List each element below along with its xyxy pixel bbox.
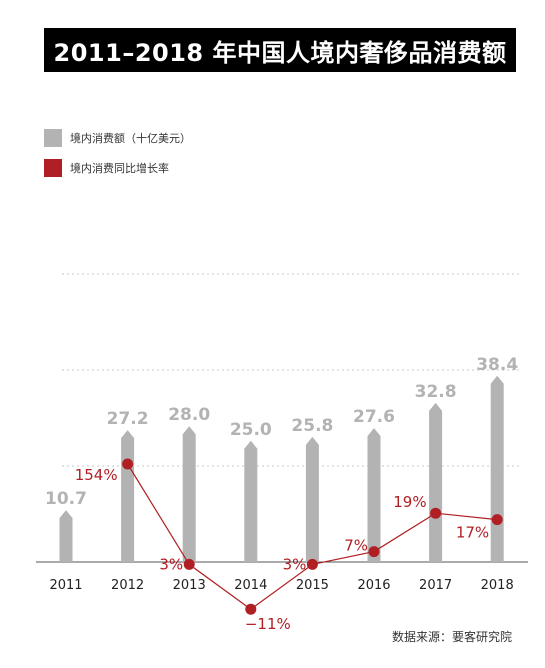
- x-tick-label-2016: 2016: [357, 578, 390, 593]
- bar-2018: [490, 375, 504, 562]
- bar-2017: [429, 402, 443, 562]
- bar-value-label-2018: 38.4: [476, 355, 518, 375]
- bar-2015: [305, 436, 319, 562]
- bar-value-label-2015: 25.8: [291, 416, 333, 436]
- legend-label-consumption: 境内消费额（十亿美元）: [70, 132, 191, 145]
- growth-label-2017: 19%: [393, 493, 426, 511]
- growth-label-2016: 7%: [344, 537, 368, 555]
- bar-2011: [59, 510, 73, 562]
- legend-label-growth: 境内消费同比增长率: [70, 162, 169, 175]
- growth-label-2015: 3%: [283, 555, 307, 573]
- growth-point-2015: [306, 558, 318, 570]
- x-tick-label-2017: 2017: [419, 578, 452, 593]
- x-tick-label-2015: 2015: [296, 578, 329, 593]
- growth-point-2012: [122, 458, 134, 470]
- growth-point-2018: [491, 514, 503, 526]
- growth-label-2018: 17%: [456, 524, 489, 542]
- legend-swatch-gray: [44, 129, 62, 147]
- growth-point-2013: [183, 558, 195, 570]
- bar-2014: [244, 440, 258, 562]
- bar-value-label-2012: 27.2: [107, 409, 149, 429]
- x-tick-label-2014: 2014: [234, 578, 267, 593]
- growth-point-2014: [245, 603, 257, 615]
- bar-2013: [182, 426, 196, 562]
- legend-item-consumption: 境内消费额（十亿美元）: [44, 128, 191, 148]
- bar-value-label-2016: 27.6: [353, 407, 395, 427]
- x-tick-label-2011: 2011: [49, 578, 82, 593]
- growth-point-2016: [368, 546, 380, 558]
- x-tick-label-2013: 2013: [173, 578, 206, 593]
- growth-label-2013: 3%: [159, 555, 183, 573]
- x-tick-label-2018: 2018: [481, 578, 514, 593]
- bar-2012: [121, 430, 135, 562]
- legend-swatch-red: [44, 159, 62, 177]
- chart-title: 2011–2018 年中国人境内奢侈品消费额: [44, 28, 516, 72]
- source-note: 数据来源：要客研究院: [391, 630, 512, 644]
- bar-value-label-2011: 10.7: [45, 489, 87, 509]
- bar-value-label-2014: 25.0: [230, 420, 272, 440]
- x-tick-label-2012: 2012: [111, 578, 144, 593]
- legend: 境内消费额（十亿美元） 境内消费同比增长率: [44, 128, 191, 188]
- growth-label-2014: −11%: [245, 615, 291, 633]
- bar-value-label-2017: 32.8: [415, 382, 457, 402]
- bar-value-label-2013: 28.0: [168, 405, 210, 425]
- growth-point-2017: [430, 507, 442, 519]
- bar-2016: [367, 428, 381, 562]
- growth-label-2012: 154%: [75, 466, 118, 484]
- legend-item-growth: 境内消费同比增长率: [44, 158, 191, 178]
